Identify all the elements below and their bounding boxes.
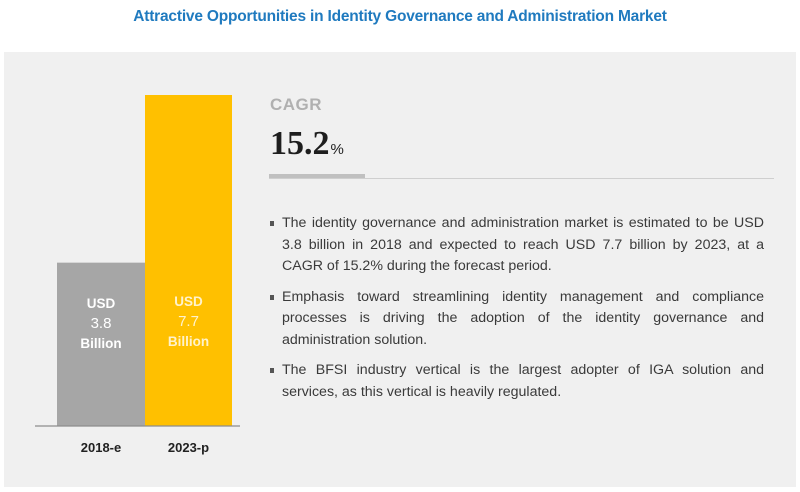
bullet-square-icon bbox=[270, 221, 274, 226]
bar-data-label: USD bbox=[87, 296, 116, 311]
x-tick-label: 2018-e bbox=[81, 440, 121, 455]
cagr-accent-bar bbox=[269, 174, 365, 178]
bullet-square-icon bbox=[270, 294, 274, 300]
bullet-text: The identity governance and administrati… bbox=[282, 215, 764, 274]
page-title: Attractive Opportunities in Identity Gov… bbox=[133, 8, 667, 25]
cagr-divider bbox=[269, 178, 774, 179]
bar-data-label: 3.8 bbox=[91, 315, 112, 332]
bar-2018-e bbox=[57, 262, 145, 426]
bullet-square-icon bbox=[270, 368, 274, 373]
cagr-number: 15.2 bbox=[270, 125, 330, 162]
bar-data-label: USD bbox=[174, 294, 203, 309]
bullet-item: Emphasis toward streamlining identity ma… bbox=[270, 287, 764, 352]
x-tick-labels: 2018-e 2023-p bbox=[81, 440, 209, 455]
key-findings-list: The identity governance and administrati… bbox=[270, 213, 764, 412]
bar-data-label: Billion bbox=[80, 336, 121, 351]
cagr-unit: % bbox=[330, 141, 344, 158]
bullet-text: Emphasis toward streamlining identity ma… bbox=[282, 288, 764, 348]
bullet-item: The BFSI industry vertical is the larges… bbox=[270, 360, 764, 403]
bullet-text: The BFSI industry vertical is the larges… bbox=[282, 362, 764, 400]
cagr-label: CAGR bbox=[270, 95, 323, 114]
bar-data-label: 7.7 bbox=[178, 313, 199, 330]
bullet-item: The identity governance and administrati… bbox=[270, 213, 764, 278]
bar-2023-p bbox=[145, 95, 232, 426]
bars-group: USD 3.8 Billion USD 7.7 Billion bbox=[57, 95, 232, 426]
bar-data-label: Billion bbox=[168, 334, 209, 349]
cagr-value: 15.2% bbox=[270, 126, 344, 168]
x-tick-label: 2023-p bbox=[168, 440, 209, 455]
